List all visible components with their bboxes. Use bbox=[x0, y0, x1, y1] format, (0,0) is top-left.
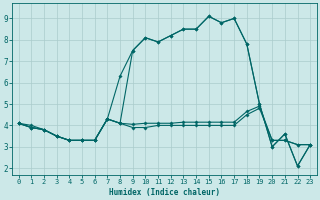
X-axis label: Humidex (Indice chaleur): Humidex (Indice chaleur) bbox=[109, 188, 220, 197]
